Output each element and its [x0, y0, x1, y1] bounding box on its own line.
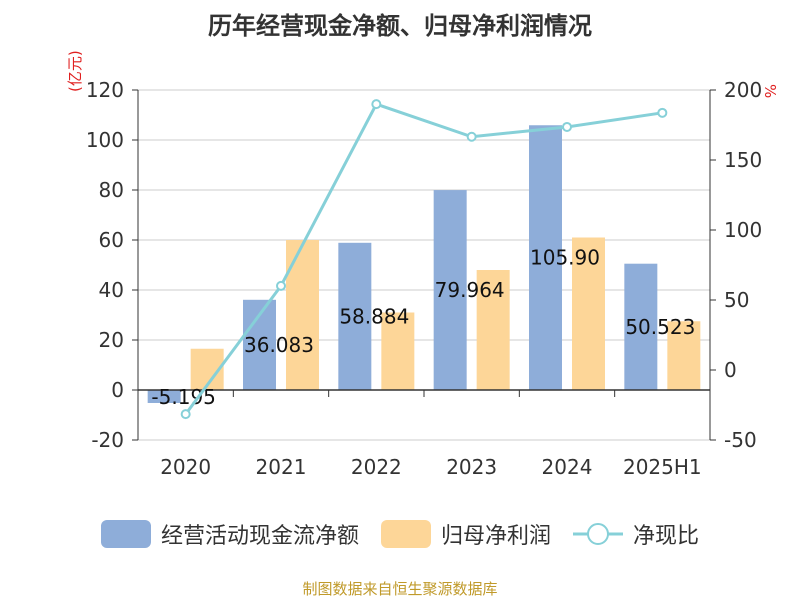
left-tick-label: 60	[99, 228, 124, 252]
bar-data-label: 58.884	[339, 304, 409, 328]
right-tick-label: 50	[724, 288, 749, 312]
bar-net-profit	[667, 321, 701, 390]
right-tick-label: 100	[724, 218, 762, 242]
x-tick-label: 2020	[160, 455, 211, 479]
ratio-line	[184, 102, 663, 415]
left-tick-label: 100	[86, 128, 124, 152]
bar-net-profit	[286, 240, 319, 390]
x-tick-label: 2023	[446, 455, 497, 479]
legend-item-net-profit[interactable]: 归母净利润	[380, 518, 551, 550]
bar-cash-flow	[338, 242, 372, 390]
data-source: 制图数据来自恒生聚源数据库	[302, 580, 498, 598]
legend-line-marker-icon	[573, 523, 623, 545]
bar-cash-flow	[529, 125, 562, 390]
left-tick-label: 20	[99, 328, 124, 352]
bar-net-profit	[476, 270, 510, 390]
x-tick-label: 2022	[351, 455, 402, 479]
ratio-point	[371, 99, 382, 110]
right-tick-label: 200	[724, 78, 762, 102]
bar-data-label: 79.964	[435, 278, 505, 302]
right-tick-label: 0	[724, 358, 737, 382]
left-tick-label: 0	[111, 378, 124, 402]
left-tick-label: 40	[99, 278, 124, 302]
bar-data-label: 105.90	[530, 246, 600, 270]
legend-item-ratio[interactable]: 净现比	[573, 518, 699, 550]
x-tick-label: 2021	[256, 455, 307, 479]
legend-label-cash-flow: 经营活动现金流净额	[160, 524, 359, 549]
ratio-point	[180, 409, 191, 420]
bar-data-label: 50.523	[625, 315, 695, 339]
legend-label-ratio: 净现比	[633, 524, 700, 549]
left-tick-label: -20	[91, 428, 124, 452]
x-tick-label: 2025H1	[623, 455, 702, 479]
chart-title: 历年经营现金净额、归母净利润情况	[208, 12, 592, 40]
right-tick-label: 150	[724, 148, 762, 172]
legend-swatch-net-profit	[380, 520, 431, 548]
bar-cash-flow	[624, 263, 658, 390]
bar-data-label: 36.083	[244, 333, 314, 357]
ratio-point	[657, 107, 668, 118]
legend-label-net-profit: 归母净利润	[440, 524, 551, 549]
ratio-point	[562, 121, 572, 132]
x-tick-label: 2024	[542, 455, 593, 479]
ratio-point	[276, 280, 286, 291]
bar-cash-flow	[147, 390, 181, 403]
left-tick-label: 80	[99, 178, 124, 202]
ratio-point	[466, 131, 477, 142]
legend: 经营活动现金流净额 归母净利润 净现比	[0, 518, 800, 550]
left-tick-label: 120	[86, 78, 124, 102]
legend-item-cash-flow[interactable]: 经营活动现金流净额	[100, 518, 359, 550]
bar-cash-flow	[433, 190, 467, 390]
right-tick-label: -50	[724, 428, 757, 452]
bar-net-profit	[572, 237, 605, 390]
legend-swatch-cash-flow	[100, 520, 151, 548]
bar-net-profit	[381, 312, 415, 390]
